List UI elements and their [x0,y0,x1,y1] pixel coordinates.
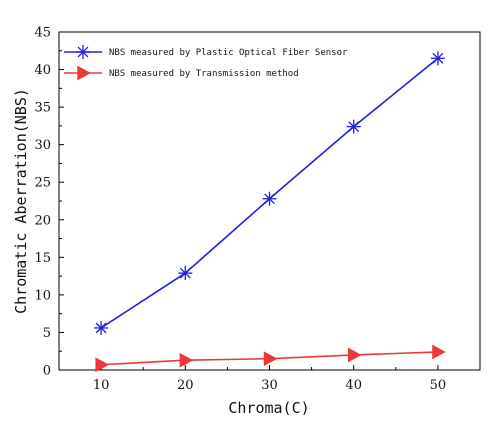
x-axis-ticks: 10 20 30 40 50 [93,365,446,393]
y-tick-label: 35 [34,101,51,116]
x-tick-label: 10 [93,378,110,393]
legend-marker [76,45,90,59]
y-tick-label: 45 [34,26,51,41]
legend-marker [77,65,91,81]
y-tick-label: 10 [34,288,51,303]
legend-label-2: NBS measured by Transmission method [109,69,299,79]
y-tick-label: 40 [34,63,51,78]
series-2-point [179,352,194,368]
series-2-point [263,351,278,367]
series-1-point [262,191,277,206]
y-tick-label: 20 [34,213,51,228]
series-1-point [94,320,109,335]
x-axis-title: Chroma(C) [228,399,309,417]
y-tick-label: 25 [34,176,51,191]
y-axis-ticks: 0 5 10 15 20 25 30 35 40 45 [34,26,64,379]
y-tick-label: 30 [34,138,51,153]
x-tick-label: 30 [261,378,278,393]
series-2-point [348,347,362,363]
x-tick-label: 40 [345,378,362,393]
y-axis-title: Chromatic Aberration(NBS) [12,88,30,314]
legend-label-1: NBS measured by Plastic Optical Fiber Se… [109,48,348,58]
series-1-point [178,266,193,281]
y-tick-label: 5 [43,326,51,341]
y-tick-label: 0 [43,364,51,379]
x-tick-label: 50 [430,378,447,393]
series-1-point [430,51,445,66]
series-2-point [432,344,446,360]
legend: NBS measured by Plastic Optical Fiber Se… [64,45,348,81]
series-1-point [346,119,361,134]
series-layer [94,51,446,373]
x-tick-label: 20 [177,378,194,393]
series-2-point [95,357,109,373]
y-tick-label: 15 [34,251,51,266]
